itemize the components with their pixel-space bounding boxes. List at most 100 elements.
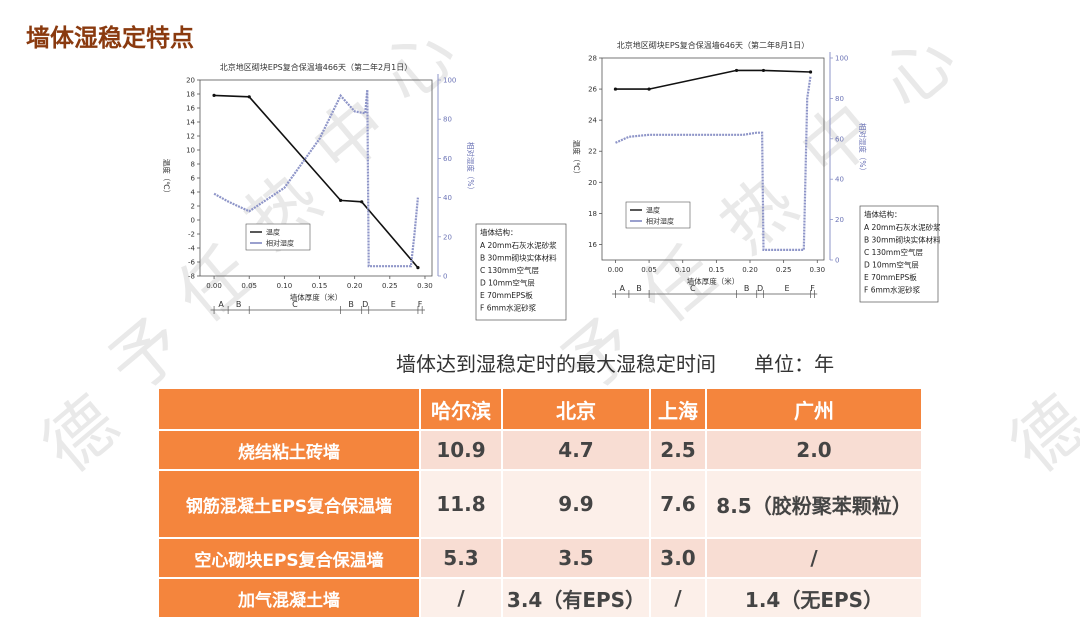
y-axis-label: 温度（℃） — [572, 140, 582, 178]
temperature-line — [615, 69, 811, 90]
y2-axis-label: 相对湿度（%） — [466, 142, 476, 194]
y-tick-label: 28 — [588, 55, 597, 63]
watermark-char: 德 — [27, 380, 134, 489]
table-caption: 墙体达到湿稳定时的最大湿稳定时间 单位：年 — [396, 352, 835, 376]
y-tick-label: 8 — [191, 161, 195, 169]
structure-item: F 6mm水泥砂浆 — [480, 303, 537, 313]
structure-item: B 30mm砌块实体材料 — [480, 253, 557, 263]
layer-label: B — [636, 284, 642, 293]
y-tick-label: 20 — [588, 179, 597, 187]
y-tick-label: 0 — [191, 217, 195, 225]
temperature-point — [808, 70, 813, 74]
humidity-line — [213, 89, 419, 268]
legend-box — [625, 201, 691, 229]
table-cell: / — [705, 537, 923, 579]
layer-label: B — [744, 284, 750, 293]
table-cell: 3.5 — [501, 537, 651, 579]
legend-label: 相对湿度 — [646, 217, 674, 226]
temperature-point — [647, 87, 651, 91]
x-tick-label: 0.10 — [277, 282, 293, 290]
y2-tick-label: 80 — [835, 95, 844, 103]
table-cell: 2.5 — [649, 429, 707, 471]
y-axis-label: 温度（℃） — [162, 159, 172, 197]
y-tick-label: 24 — [588, 117, 597, 125]
y-tick-label: -6 — [188, 259, 196, 267]
temperature-point — [360, 200, 364, 204]
layer-label: A — [619, 284, 625, 293]
table-row: 空心砌块EPS复合保温墙 5.3 3.5 3.0 / — [157, 537, 923, 579]
x-tick-label: 0.25 — [382, 282, 398, 290]
legend-label: 温度 — [266, 228, 280, 237]
y-tick-label: 10 — [186, 147, 195, 155]
legend-label: 相对湿度 — [266, 239, 294, 248]
row-label: 钢筋混凝土EPS复合保温墙 — [157, 469, 421, 539]
stability-table: 哈尔滨 北京 上海 广州 烧结粘土砖墙 10.9 4.7 2.5 2.0 钢筋混… — [157, 387, 923, 619]
x-tick-label: 0.10 — [675, 266, 691, 274]
table-cell: 5.3 — [419, 537, 503, 579]
x-tick-label: 0.05 — [641, 266, 657, 274]
layer-label: B — [348, 300, 354, 309]
temperature-line — [214, 94, 419, 269]
y2-tick-label: 20 — [835, 216, 844, 224]
structure-item: F 6mm水泥砂浆 — [864, 285, 921, 295]
chart-summer: 北京地区砌块EPS复合保温墙646天（第二年8月1日） 0.00 0.05 0.10 0… — [572, 40, 940, 303]
y2-tick-label: 0 — [443, 273, 447, 281]
x-tick-label: 0.00 — [608, 266, 624, 274]
x-tick-label: 0.30 — [417, 282, 433, 290]
y2-tick-label: 60 — [835, 135, 844, 143]
y-tick-label: 18 — [588, 210, 597, 218]
structure-item: D 10mm空气层 — [864, 260, 919, 270]
table-cell: 8.5（胶粉聚苯颗粒） — [705, 469, 923, 539]
legend-label: 温度 — [646, 206, 660, 215]
layer-label: F — [810, 284, 815, 293]
x-tick-label: 0.15 — [312, 282, 328, 290]
structure-title: 墙体结构： — [864, 209, 902, 219]
layer-label: E — [391, 300, 396, 309]
table-cell: 9.9 — [501, 469, 651, 539]
legend-box — [245, 223, 311, 251]
y-tick-label: 12 — [186, 133, 195, 141]
table-cell: 10.9 — [419, 429, 503, 471]
structure-item: E 70mmEPS板 — [480, 290, 533, 300]
structure-item: E 70mmEPS板 — [864, 272, 917, 282]
structure-title: 墙体结构： — [480, 227, 518, 237]
table-header-cell: 哈尔滨 — [419, 387, 503, 431]
layer-label: D — [757, 284, 763, 293]
table-header-row: 哈尔滨 北京 上海 广州 — [157, 387, 923, 431]
x-tick-label: 0.30 — [809, 266, 825, 274]
temperature-point — [613, 87, 618, 91]
x-tick-label: 0.15 — [709, 266, 725, 274]
table-row: 加气混凝土墙 / 3.4（有EPS） / 1.4（无EPS） — [157, 577, 923, 619]
layer-label: E — [784, 284, 789, 293]
structure-box — [859, 205, 939, 303]
y2-tick-label: 80 — [443, 116, 452, 124]
chart-winter: 北京地区砌块EPS复合保温墙466天（第二年2月1日） 0.00 0.05 0.10 0… — [162, 62, 567, 321]
chart-title: 北京地区砌块EPS复合保温墙646天（第二年8月1日） — [617, 40, 809, 50]
plot-frame — [601, 57, 825, 261]
y-tick-label: 22 — [588, 148, 597, 156]
temperature-point — [339, 198, 343, 202]
row-label: 烧结粘土砖墙 — [157, 429, 421, 471]
temperature-point — [416, 266, 420, 270]
structure-box — [475, 223, 567, 321]
layer-label: D — [362, 300, 368, 309]
temperature-point — [212, 93, 216, 97]
structure-item: B 30mm砌块实体材料 — [864, 235, 940, 245]
row-label: 空心砌块EPS复合保温墙 — [157, 537, 421, 579]
layer-label: A — [218, 300, 224, 309]
table-header-cell: 上海 — [649, 387, 707, 431]
row-label: 加气混凝土墙 — [157, 577, 421, 619]
y2-tick-label: 40 — [443, 194, 452, 202]
x-tick-label: 0.00 — [206, 282, 222, 290]
y2-tick-label: 60 — [443, 155, 452, 163]
table-header-cell: 北京 — [501, 387, 651, 431]
table-cell: 3.0 — [649, 537, 707, 579]
plot-frame — [199, 79, 433, 277]
table-header-cell: 广州 — [705, 387, 923, 431]
x-tick-label: 0.05 — [241, 282, 257, 290]
table-row: 钢筋混凝土EPS复合保温墙 11.8 9.9 7.6 8.5（胶粉聚苯颗粒） — [157, 469, 923, 539]
layer-label: F — [418, 300, 423, 309]
table-cell: 4.7 — [501, 429, 651, 471]
table-row: 烧结粘土砖墙 10.9 4.7 2.5 2.0 — [157, 429, 923, 471]
y-tick-label: 18 — [186, 91, 195, 99]
